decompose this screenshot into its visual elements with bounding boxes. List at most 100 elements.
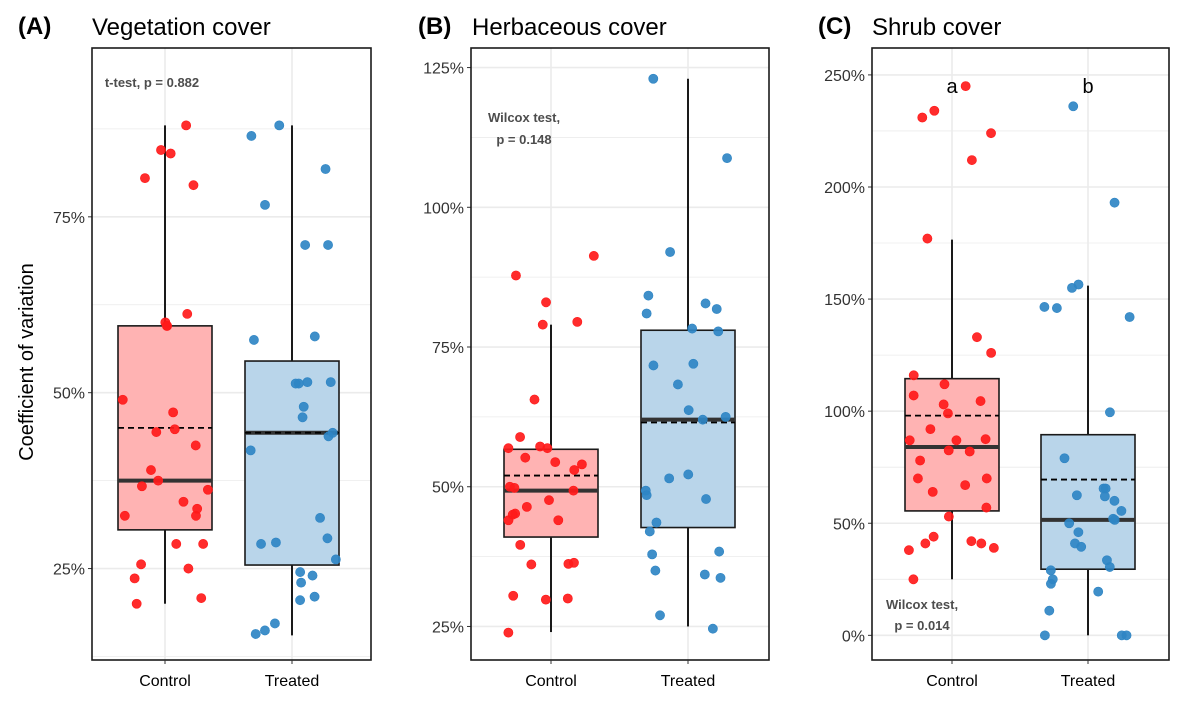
control-point [951,435,962,446]
control-point [943,408,953,419]
panel-border [470,47,770,661]
control-point [537,319,548,330]
control-point [162,320,172,331]
treated-point [1039,302,1050,312]
treated-point [1105,407,1115,418]
treated-point [1071,490,1082,501]
treated-point [707,623,718,634]
control-point [521,501,532,512]
control-point [976,538,987,549]
control-point [972,332,982,343]
control-point [572,316,583,327]
box-treated [1040,433,1136,571]
treated-point [1104,562,1115,572]
control-point [943,511,954,522]
treated-point [1039,630,1050,641]
y-tick-label: 125% [423,61,464,78]
treated-point [249,335,259,345]
panel-border [871,47,1170,661]
treated-point [641,490,652,501]
significance-letter: a [946,76,958,98]
panel-c: (C) Shrub cover 0% 50% 100% 150% 200% 250% Con… [818,13,1170,690]
control-point [190,440,201,451]
y-tick-label: 50% [432,480,464,497]
box-treated [244,360,340,566]
treated-point [1109,514,1120,525]
treated-point [711,304,722,314]
treated-point [1121,630,1132,641]
treated-point [647,549,658,560]
y-tick-label: 75% [432,340,464,357]
test-annotation: p = 0.014 [894,618,950,633]
control-point [929,105,940,116]
control-point [981,502,992,513]
control-point [526,559,537,570]
test-annotation: p = 0.148 [496,132,551,147]
x-tick-label: Control [139,673,191,690]
x-tick-label: Treated [661,673,716,690]
control-point [563,558,574,569]
treated-point [309,591,320,602]
treated-point [302,377,313,388]
control-point [562,593,573,604]
control-point [943,445,954,456]
control-point [188,180,199,191]
box-treated [640,329,736,529]
control-point [503,627,514,638]
panel-b: (B) Herbaceous cover 25% 50% 75% 100% 125% Co… [418,13,770,690]
treated-point [641,308,652,319]
control-point [588,251,599,261]
treated-point [260,199,270,210]
panel-title: Herbaceous cover [472,14,667,41]
treated-point [295,595,305,606]
treated-point [298,401,309,412]
control-point [117,394,128,405]
y-tick-label: 100% [824,404,865,421]
treated-point [274,120,285,131]
treated-point [651,517,662,528]
control-point [568,485,579,496]
control-point [577,459,587,470]
control-point [196,593,207,603]
y-tick-label: 100% [423,200,464,217]
panel-tag: (A) [18,13,51,40]
treated-point [1124,312,1135,322]
panel-tag: (B) [418,13,451,40]
treated-point [315,513,325,523]
control-point [520,452,531,463]
panel-title: Shrub cover [872,14,1001,41]
x-tick-label: Control [525,673,577,690]
control-point [542,443,553,454]
treated-point [648,360,659,371]
treated-point [1044,605,1055,616]
control-point [529,394,540,405]
y-tick-label: 25% [432,619,464,636]
treated-point [256,539,266,549]
control-point [553,515,564,526]
control-point [964,446,975,457]
box-control [904,377,1000,512]
control-point [544,495,554,506]
control-point [922,233,933,244]
treated-point [1045,565,1056,576]
treated-point [1116,506,1127,516]
treated-point [644,526,655,537]
x-tick-label: Control [926,673,978,690]
treated-point [320,164,331,174]
control-point [986,128,996,139]
treated-point [1109,495,1120,506]
treated-point [688,358,699,369]
treated-point [296,577,306,588]
control-point [131,598,142,609]
control-point [119,510,130,521]
control-point [202,484,213,495]
treated-point [683,405,694,416]
y-tick-label: 200% [824,180,865,197]
control-point [508,590,519,601]
control-point [986,347,997,358]
treated-point [722,153,732,164]
treated-point [1073,527,1084,538]
control-point [988,543,999,553]
control-point [960,480,971,491]
